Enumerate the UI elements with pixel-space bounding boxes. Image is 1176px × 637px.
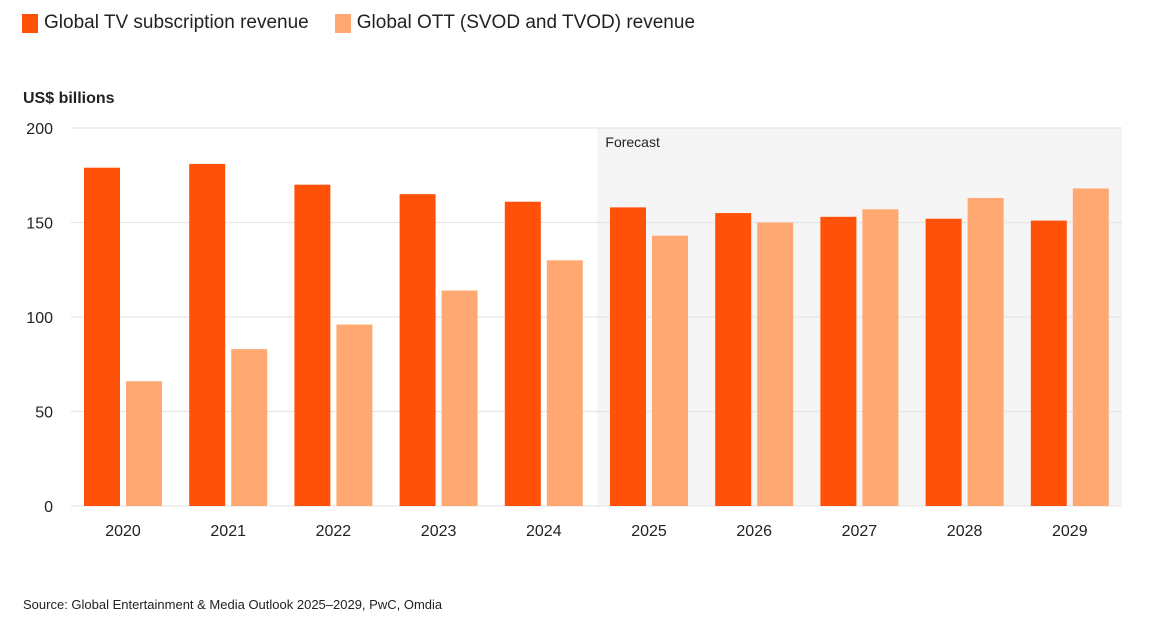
bars: [84, 163, 1109, 507]
bar-ott-2023: [441, 290, 478, 506]
bar-ott-2024: [546, 260, 583, 506]
bar-tv-2022: [294, 184, 331, 506]
bar-tv-2025: [610, 207, 646, 506]
bar-tv-2020: [84, 167, 120, 506]
bar-ott-2021: [231, 349, 268, 506]
y-tick-label-50: 50: [35, 405, 53, 422]
x-tick-label-2023: 2023: [421, 523, 457, 540]
x-tick-label-2021: 2021: [210, 523, 246, 540]
bar-tv-2021: [189, 163, 226, 506]
y-axis-label: US$ billions: [23, 90, 115, 107]
legend-label-ott: Global OTT (SVOD and TVOD) revenue: [356, 12, 696, 33]
bar-ott-2026: [757, 222, 794, 506]
x-tick-label-2027: 2027: [842, 523, 878, 540]
x-tick-label-2029: 2029: [1052, 523, 1088, 540]
bar-ott-2025: [652, 235, 688, 507]
bar-ott-2020: [126, 381, 162, 506]
x-tick-label-2020: 2020: [105, 523, 141, 540]
axis-labels: 0 50 100 150 200 2020 2021 2022 2023 2024 2025 2026…: [26, 121, 1087, 540]
x-tick-label-2026: 2026: [736, 523, 772, 540]
forecast-label: Forecast: [605, 134, 660, 150]
x-tick-label-2022: 2022: [316, 523, 352, 540]
x-tick-label-2024: 2024: [526, 523, 562, 540]
bar-ott-2027: [862, 209, 899, 506]
bar-ott-2022: [336, 324, 373, 506]
bar-tv-2028: [925, 218, 962, 506]
y-tick-label-200: 200: [26, 121, 53, 138]
bar-ott-2028: [967, 197, 1004, 506]
legend-swatch-tv: [22, 13, 38, 33]
y-tick-label-150: 150: [26, 216, 53, 233]
legend-item-ott: Global OTT (SVOD and TVOD) revenue: [334, 12, 696, 34]
chart-legend: Global TV subscription revenue Global OT…: [22, 12, 721, 34]
bar-tv-2023: [399, 194, 436, 506]
bar-tv-2027: [820, 216, 857, 506]
bar-tv-2026: [715, 213, 752, 507]
legend-label-tv: Global TV subscription revenue: [44, 12, 309, 33]
x-tick-label-2028: 2028: [947, 523, 983, 540]
y-tick-label-0: 0: [44, 499, 53, 516]
legend-swatch-ott: [334, 13, 351, 33]
bar-ott-2029: [1072, 188, 1109, 507]
legend-item-tv: Global TV subscription revenue: [22, 12, 309, 34]
bar-tv-2024: [504, 201, 541, 506]
y-tick-label-100: 100: [26, 310, 53, 327]
bar-tv-2029: [1030, 220, 1067, 507]
x-tick-label-2025: 2025: [631, 523, 667, 540]
source-note: Source: Global Entertainment & Media Out…: [23, 597, 443, 612]
